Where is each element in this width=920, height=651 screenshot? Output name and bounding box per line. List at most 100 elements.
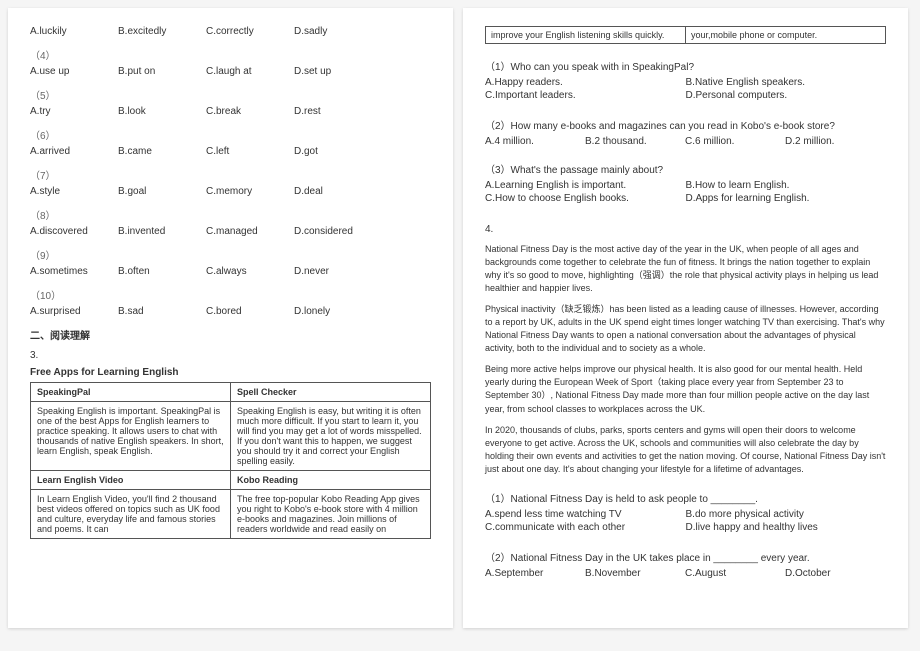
apps-table-continuation: improve your English listening skills qu… bbox=[485, 26, 886, 44]
mcq-row: A.surprisedB.sadC.boredD.lonely bbox=[30, 306, 431, 317]
opt: C.6 million. bbox=[685, 136, 785, 147]
mcq-option: A.sometimes bbox=[30, 266, 118, 277]
opt: C.communicate with each other bbox=[485, 522, 686, 533]
app-desc: Speaking English is easy, but writing it… bbox=[231, 402, 431, 471]
mcq-row: A.sometimesB.oftenC.alwaysD.never bbox=[30, 266, 431, 277]
mcq-option: C.bored bbox=[206, 306, 294, 317]
mcq-option: B.sad bbox=[118, 306, 206, 317]
mcq-option: B.invented bbox=[118, 226, 206, 237]
mcq-number: （8） bbox=[30, 207, 431, 222]
opt: D.October bbox=[785, 568, 885, 579]
mcq-option: A.luckily bbox=[30, 26, 118, 37]
mcq-option: D.sadly bbox=[294, 26, 382, 37]
mcq-option: A.use up bbox=[30, 66, 118, 77]
q3-sub3-opts: A.Learning English is important. B.How t… bbox=[485, 180, 886, 206]
app-desc: The free top-popular Kobo Reading App gi… bbox=[231, 490, 431, 539]
app-heading: Kobo Reading bbox=[231, 471, 431, 490]
q4-sub1: （1）National Fitness Day is held to ask p… bbox=[485, 490, 886, 505]
mcq-option: D.rest bbox=[294, 106, 382, 117]
mcq-row: A.styleB.goalC.memoryD.deal bbox=[30, 186, 431, 197]
opt: B.November bbox=[585, 568, 685, 579]
q3-sub1: （1）Who can you speak with in SpeakingPal… bbox=[485, 58, 886, 73]
opt: C.August bbox=[685, 568, 785, 579]
question-4-number: 4. bbox=[485, 224, 886, 235]
opt: B.Native English speakers. bbox=[686, 77, 887, 88]
opt: C.Important leaders. bbox=[485, 90, 686, 101]
apps-table: SpeakingPalSpell CheckerSpeaking English… bbox=[30, 382, 431, 539]
mcq-row: A.arrivedB.cameC.leftD.got bbox=[30, 146, 431, 157]
opt: A.spend less time watching TV bbox=[485, 509, 686, 520]
mcq-option: D.got bbox=[294, 146, 382, 157]
mcq-option: B.look bbox=[118, 106, 206, 117]
mcq-number: （9） bbox=[30, 247, 431, 262]
mcq-number: （5） bbox=[30, 87, 431, 102]
mcq-row: A.discoveredB.inventedC.managedD.conside… bbox=[30, 226, 431, 237]
mcq-option: C.laugh at bbox=[206, 66, 294, 77]
mcq-option: A.style bbox=[30, 186, 118, 197]
mcq-option: B.came bbox=[118, 146, 206, 157]
mcq-option: C.memory bbox=[206, 186, 294, 197]
mcq-number: （7） bbox=[30, 167, 431, 182]
app-desc: In Learn English Video, you'll find 2 th… bbox=[31, 490, 231, 539]
mcq-option: A.discovered bbox=[30, 226, 118, 237]
opt: A.Learning English is important. bbox=[485, 180, 686, 191]
opt: C.How to choose English books. bbox=[485, 193, 686, 204]
opt: D.2 million. bbox=[785, 136, 885, 147]
pages-container: A.luckilyB.excitedlyC.correctlyD.sadly （4… bbox=[0, 0, 920, 636]
page-left: A.luckilyB.excitedlyC.correctlyD.sadly （4… bbox=[8, 8, 453, 628]
mcq-option: C.always bbox=[206, 266, 294, 277]
mcq-row: A.tryB.lookC.breakD.rest bbox=[30, 106, 431, 117]
mcq-option: D.lonely bbox=[294, 306, 382, 317]
mcq-option: B.goal bbox=[118, 186, 206, 197]
q4-sub1-opts: A.spend less time watching TV B.do more … bbox=[485, 509, 886, 535]
mcq-option: C.break bbox=[206, 106, 294, 117]
opt: D.live happy and healthy lives bbox=[686, 522, 887, 533]
mcq-row: A.luckilyB.excitedlyC.correctlyD.sadly bbox=[30, 26, 431, 37]
mcq-option: D.never bbox=[294, 266, 382, 277]
cont-right: your,mobile phone or computer. bbox=[686, 27, 886, 44]
mcq-option: B.often bbox=[118, 266, 206, 277]
mcq-option: C.left bbox=[206, 146, 294, 157]
mcq-option: D.considered bbox=[294, 226, 382, 237]
mcq-number: （4） bbox=[30, 47, 431, 62]
question-3-number: 3. bbox=[30, 350, 431, 361]
mcq-option: D.set up bbox=[294, 66, 382, 77]
opt: A.4 million. bbox=[485, 136, 585, 147]
q3-sub2-opts: A.4 million. B.2 thousand. C.6 million. … bbox=[485, 136, 886, 147]
mcq-number: （10） bbox=[30, 287, 431, 302]
mcq-option: B.put on bbox=[118, 66, 206, 77]
mcq-option: C.managed bbox=[206, 226, 294, 237]
q4-sub2: （2）National Fitness Day in the UK takes … bbox=[485, 549, 886, 564]
q4-sub2-opts: A.September B.November C.August D.Octobe… bbox=[485, 568, 886, 579]
opt: B.2 thousand. bbox=[585, 136, 685, 147]
apps-title: Free Apps for Learning English bbox=[30, 367, 431, 378]
app-heading: Learn English Video bbox=[31, 471, 231, 490]
q4-para3: Being more active helps improve our phys… bbox=[485, 363, 886, 415]
app-heading: Spell Checker bbox=[231, 383, 431, 402]
mcq-option: A.arrived bbox=[30, 146, 118, 157]
mcq-number: （6） bbox=[30, 127, 431, 142]
opt: A.September bbox=[485, 568, 585, 579]
app-desc: Speaking English is important. SpeakingP… bbox=[31, 402, 231, 471]
page-right: improve your English listening skills qu… bbox=[463, 8, 908, 628]
mcq-row: A.use upB.put onC.laugh atD.set up bbox=[30, 66, 431, 77]
mcq-option: A.try bbox=[30, 106, 118, 117]
app-heading: SpeakingPal bbox=[31, 383, 231, 402]
opt: B.do more physical activity bbox=[686, 509, 887, 520]
q3-sub2: （2）How many e-books and magazines can yo… bbox=[485, 117, 886, 132]
q4-para1: National Fitness Day is the most active … bbox=[485, 243, 886, 295]
q4-para4: In 2020, thousands of clubs, parks, spor… bbox=[485, 424, 886, 476]
q3-sub3: （3）What's the passage mainly about? bbox=[485, 161, 886, 176]
q4-para2: Physical inactivity（缺乏锻炼）has been listed… bbox=[485, 303, 886, 355]
mcq-option: D.deal bbox=[294, 186, 382, 197]
section-reading-title: 二、阅读理解 bbox=[30, 327, 431, 342]
cont-left: improve your English listening skills qu… bbox=[486, 27, 686, 44]
opt: D.Personal computers. bbox=[686, 90, 887, 101]
opt: B.How to learn English. bbox=[686, 180, 887, 191]
mcq-option: C.correctly bbox=[206, 26, 294, 37]
mcq-option: A.surprised bbox=[30, 306, 118, 317]
opt: A.Happy readers. bbox=[485, 77, 686, 88]
q3-sub1-opts: A.Happy readers. B.Native English speake… bbox=[485, 77, 886, 103]
mcq-option: B.excitedly bbox=[118, 26, 206, 37]
opt: D.Apps for learning English. bbox=[686, 193, 887, 204]
